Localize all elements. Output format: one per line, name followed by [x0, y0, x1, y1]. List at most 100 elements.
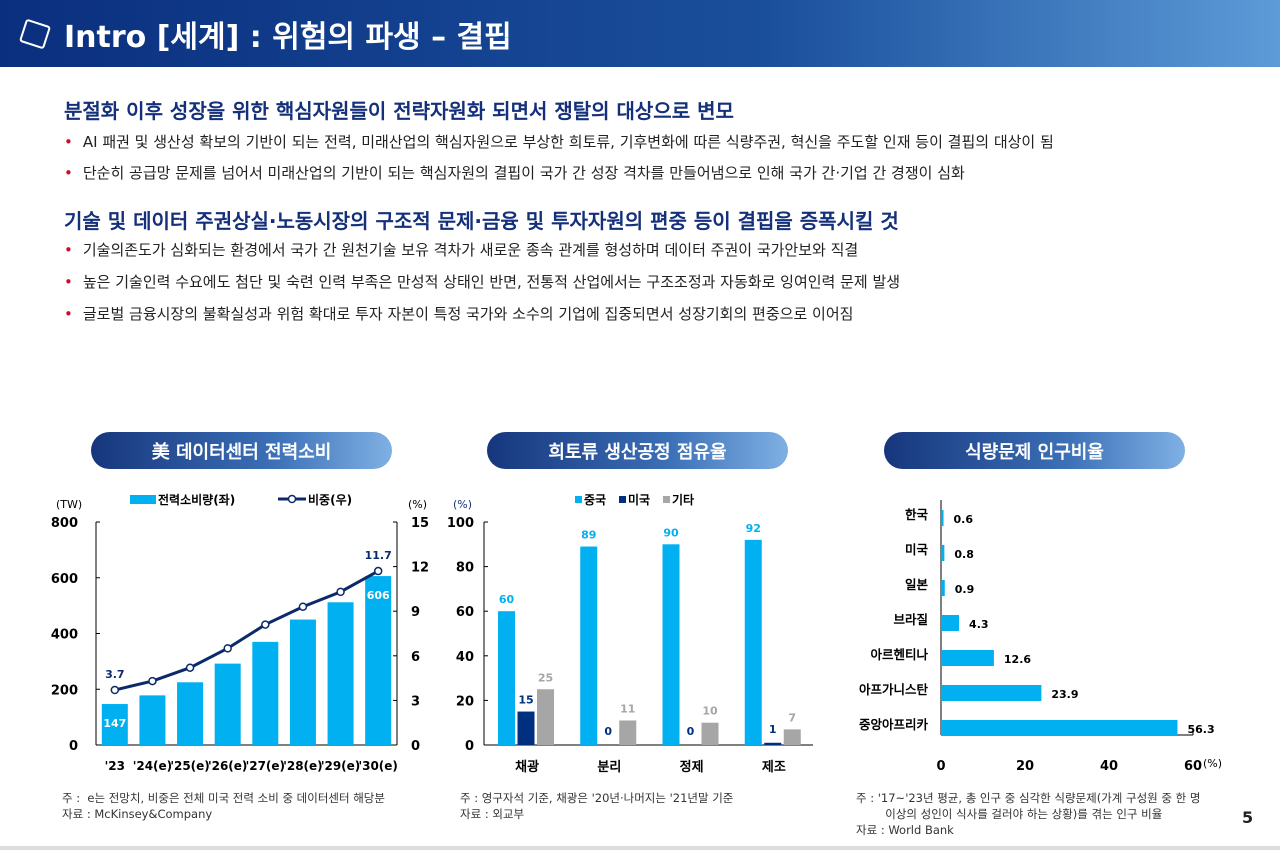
x-tick-label: 제조 — [762, 760, 786, 775]
legend-swatch — [619, 496, 626, 503]
data-label: 10 — [702, 705, 718, 718]
y-tick-label: 아르헨티나 — [870, 647, 928, 662]
logo-icon — [18, 18, 52, 49]
y-tick-label: 100 — [447, 516, 474, 531]
bullet-item: • 높은 기술인력 수요에도 첨단 및 숙련 인력 부족은 만성적 상태인 반면,… — [64, 273, 901, 291]
bar — [764, 742, 782, 745]
chart-note: 주 : '17~'23년 평균, 총 인구 중 심각한 식량문제(가계 구성원 … — [856, 791, 1201, 837]
bar — [941, 685, 1042, 701]
legend-label: 기타 — [672, 492, 694, 507]
bar — [498, 611, 515, 745]
x-tick-label: '23 — [105, 759, 125, 773]
chart-note: 주 : e는 전망치, 비중은 전체 미국 전력 소비 중 데이터센터 해당분 … — [62, 791, 385, 821]
y-tick-label-left: 200 — [51, 683, 78, 698]
bar — [744, 539, 762, 745]
legend-label: 전력소비량(좌) — [158, 492, 235, 507]
y-tick-label: 브라질 — [893, 612, 928, 627]
bullet-item: • 글로벌 금융시장의 불확실성과 위험 확대로 투자 자본이 특정 국가와 소수… — [64, 305, 854, 323]
y-tick-label-left: 400 — [51, 628, 78, 643]
bar — [517, 711, 535, 745]
legend-label: 미국 — [628, 492, 650, 507]
data-label: 0.9 — [955, 583, 975, 596]
data-label: 12.6 — [1004, 653, 1031, 666]
legend-label: 비중(우) — [308, 492, 352, 507]
data-label: 89 — [581, 529, 596, 542]
chart-title-food: 식량문제 인구비율 — [884, 432, 1185, 469]
line-point — [298, 602, 308, 611]
bar — [941, 615, 960, 631]
page-number: 5 — [1242, 808, 1254, 827]
data-label: 0.6 — [954, 513, 974, 526]
data-label: 7 — [788, 711, 796, 724]
legend-swatch — [575, 496, 582, 503]
line-point — [261, 620, 270, 629]
page-title: Intro [세계] : 위험의 파생 – 결핍 — [64, 19, 512, 55]
y-tick-label: 40 — [456, 650, 474, 665]
y-tick-label-right: 12 — [411, 561, 429, 576]
bar — [101, 704, 128, 745]
x-tick-label: 0 — [936, 759, 945, 774]
bar — [619, 720, 637, 745]
series-line — [114, 569, 379, 692]
data-label: 1 — [769, 723, 777, 736]
y-tick-label-right: 0 — [411, 739, 420, 754]
bar — [941, 650, 994, 666]
bar — [941, 545, 945, 561]
data-label: 0 — [687, 725, 695, 738]
legend-swatch-bar — [130, 495, 156, 504]
food-chart: 0 20 40 60 (%) 한국 0.6 미국 0.8 일본 0.9 브라질 4.3 아르헨티나 12.6… — [859, 500, 1222, 774]
y-tick-label-left: 800 — [51, 516, 78, 531]
bar — [365, 576, 392, 745]
x-tick-label: '25(e) — [170, 759, 209, 773]
chart-title-rare-earth: 희토류 생산공정 점유율 — [487, 432, 788, 469]
x-tick-label: 20 — [1016, 759, 1034, 774]
y-tick-label: 80 — [456, 561, 474, 576]
bar — [177, 682, 204, 745]
bar — [252, 641, 279, 745]
data-label: 606 — [367, 589, 390, 602]
bar — [289, 619, 316, 745]
bar — [214, 663, 241, 745]
data-label: 11 — [620, 702, 635, 715]
x-axis-label: (%) — [1203, 757, 1222, 770]
x-tick-label: '27(e) — [246, 759, 285, 773]
footer-divider — [0, 846, 1280, 850]
legend-marker — [287, 494, 297, 504]
y-tick-label: 0 — [465, 739, 474, 754]
y-axis-label-right: (%) — [408, 498, 427, 511]
x-tick-label: '24(e) — [133, 759, 172, 773]
data-label: 147 — [103, 717, 126, 730]
title-bar: Intro [세계] : 위험의 파생 – 결핍 — [0, 0, 1280, 67]
chart-note: 주 : 영구자석 기준, 채광은 '20년·나머지는 '21년말 기준 자료 :… — [460, 791, 734, 821]
x-tick-label: '30(e) — [358, 759, 397, 773]
data-label: 11.7 — [365, 549, 392, 562]
y-tick-label-right: 15 — [411, 516, 429, 531]
data-label: 56.3 — [1187, 723, 1214, 736]
x-tick-label: 60 — [1184, 759, 1202, 774]
x-tick-label: '29(e) — [321, 759, 360, 773]
data-label: 15 — [518, 694, 533, 707]
bar — [941, 720, 1178, 736]
line-point — [373, 566, 383, 576]
bar — [662, 544, 680, 745]
power-chart: 0 200 400 600 800 0 3 6 9 12 15 (TW) (%) 전력소비량(좌) 비중(우… — [51, 492, 429, 773]
bar — [941, 510, 944, 526]
chart-title-power: 美 데이터센터 전력소비 — [91, 432, 392, 469]
data-label: 4.3 — [969, 618, 989, 631]
bullet-item: • AI 패권 및 생산성 확보의 기반이 되는 전력, 미래산업의 핵심자원으로… — [64, 133, 1054, 151]
x-tick-label: 정제 — [680, 759, 704, 775]
bar — [580, 546, 598, 745]
line-point — [148, 676, 157, 686]
bar — [783, 729, 801, 745]
x-tick-label: 채광 — [515, 760, 539, 775]
y-tick-label-right: 9 — [411, 605, 420, 620]
data-label: 3.7 — [105, 668, 125, 681]
bar — [941, 580, 945, 596]
bar — [701, 722, 719, 745]
bullet-item: • 단순히 공급망 문제를 넘어서 미래산업의 기반이 되는 핵심자원의 결핍이 … — [64, 164, 965, 182]
data-label: 23.9 — [1051, 688, 1078, 701]
line-point — [336, 587, 345, 597]
y-tick-label: 20 — [456, 694, 474, 709]
data-label: 90 — [663, 526, 679, 539]
